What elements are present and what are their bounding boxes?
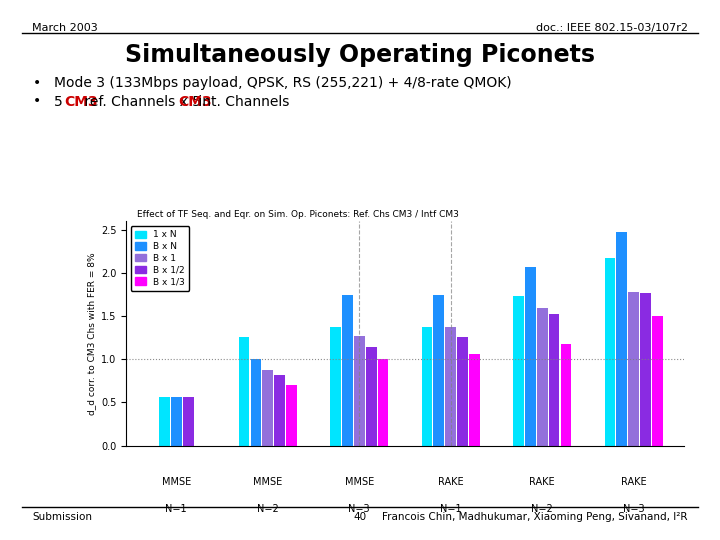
Bar [238, 337, 249, 445]
Bar [525, 267, 536, 446]
Text: Submission: Submission [32, 512, 92, 522]
Text: CM3: CM3 [64, 94, 98, 109]
Text: CM3: CM3 [179, 94, 212, 109]
Text: •: • [32, 76, 40, 90]
Bar [605, 258, 616, 446]
Text: RAKE: RAKE [529, 477, 555, 487]
Bar [274, 375, 285, 446]
Bar [513, 296, 523, 446]
Text: N=1: N=1 [440, 504, 462, 514]
Text: RAKE: RAKE [621, 477, 647, 487]
Bar [354, 336, 364, 446]
Text: Francois Chin, Madhukumar, Xiaoming Peng, Sivanand, I²R: Francois Chin, Madhukumar, Xiaoming Peng… [382, 512, 688, 522]
Legend: 1 x N, B x N, B x 1, B x 1/2, B x 1/3: 1 x N, B x N, B x 1, B x 1/2, B x 1/3 [130, 226, 189, 291]
Text: N=2: N=2 [531, 504, 553, 514]
Text: Mode 3 (133Mbps payload, QPSK, RS (255,221) + 4/8-rate QMOK): Mode 3 (133Mbps payload, QPSK, RS (255,2… [54, 76, 512, 90]
Bar [457, 337, 468, 445]
Text: •: • [32, 94, 40, 109]
Bar [446, 327, 456, 446]
Text: 5: 5 [54, 94, 67, 109]
Bar [366, 347, 377, 446]
Text: Simultaneously Operating Piconets: Simultaneously Operating Piconets [125, 43, 595, 67]
Text: N=2: N=2 [257, 504, 279, 514]
Bar [378, 359, 388, 446]
Bar [652, 316, 663, 446]
Bar [262, 370, 273, 446]
Bar [549, 314, 559, 446]
Bar [640, 293, 651, 446]
Bar [171, 397, 181, 446]
Text: Effect of TF Seq. and Eqr. on Sim. Op. Piconets: Ref. Chs CM3 / Intf CM3: Effect of TF Seq. and Eqr. on Sim. Op. P… [137, 210, 459, 219]
Text: N=1: N=1 [166, 504, 187, 514]
Bar [159, 397, 170, 446]
Text: MMSE: MMSE [162, 477, 191, 487]
Text: N=3: N=3 [623, 504, 644, 514]
Bar [342, 295, 353, 446]
Text: doc.: IEEE 802.15-03/107r2: doc.: IEEE 802.15-03/107r2 [536, 23, 688, 33]
Text: RAKE: RAKE [438, 477, 464, 487]
Bar [561, 344, 572, 446]
Bar [251, 359, 261, 446]
Bar [629, 292, 639, 446]
Text: 40: 40 [354, 512, 366, 522]
Text: int. Channels: int. Channels [194, 94, 289, 109]
Bar [537, 308, 548, 446]
Text: MMSE: MMSE [253, 477, 282, 487]
Bar [469, 354, 480, 446]
Text: ref. Channels x 5: ref. Channels x 5 [80, 94, 205, 109]
Bar [422, 327, 432, 446]
Bar [433, 295, 444, 446]
Bar [183, 397, 194, 446]
Bar [287, 385, 297, 446]
Text: MMSE: MMSE [345, 477, 374, 487]
Text: March 2003: March 2003 [32, 23, 98, 33]
Bar [330, 327, 341, 446]
Y-axis label: d_d corr. to CM3 Chs with FER = 8%: d_d corr. to CM3 Chs with FER = 8% [88, 252, 96, 415]
Bar [616, 232, 627, 446]
Text: N=3: N=3 [348, 504, 370, 514]
